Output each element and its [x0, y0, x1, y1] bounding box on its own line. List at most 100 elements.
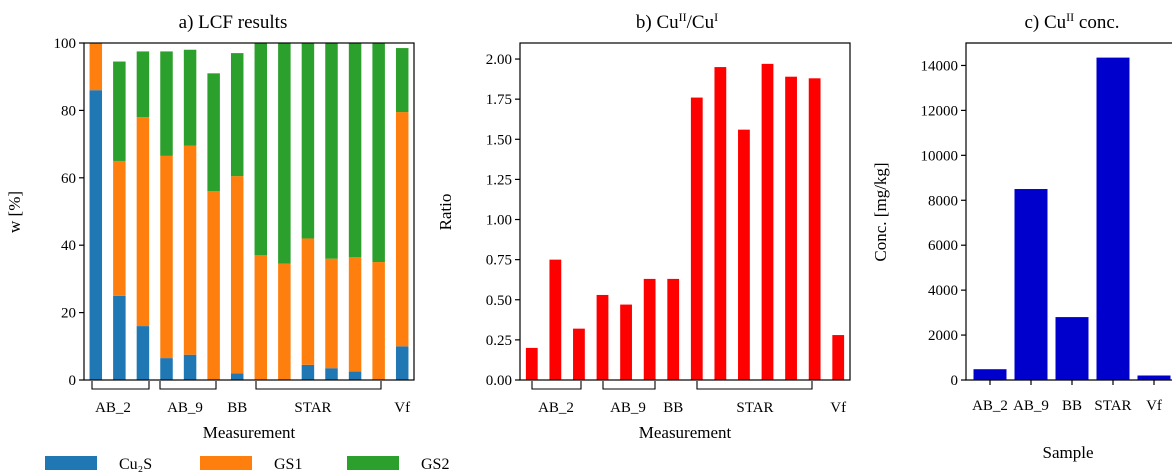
bar-segment [348, 256, 362, 372]
bar-segment [325, 368, 338, 380]
panel-c: c) CuII conc. 0 2000 4000 6000 8000 10000 1200… [871, 10, 1172, 462]
bar [714, 67, 727, 381]
group-label: Vf [830, 400, 846, 416]
bar [620, 304, 632, 380]
panel-b-group-labels: AB_2 AB_9 BB STAR Vf [531, 381, 846, 416]
bar-segment [207, 191, 220, 380]
bar-segment [325, 43, 338, 259]
bar-segment [301, 364, 315, 380]
bar-segment [136, 326, 150, 380]
group-bracket [159, 381, 217, 390]
y-tick-label: 60 [61, 171, 76, 187]
bar-segment [395, 48, 409, 113]
x-tick-label: AB_2 [972, 398, 1008, 414]
group-label: AB_2 [538, 400, 574, 416]
bar-segment [113, 295, 126, 380]
bar [785, 76, 797, 380]
panel-c-y-ticks: 0 2000 4000 6000 8000 10000 12000 14000 [921, 58, 966, 389]
y-tick-label: 8000 [928, 193, 958, 209]
panel-a-title: a) LCF results [179, 12, 288, 33]
panel-a-x-label: Measurement [203, 423, 296, 442]
bar [1014, 189, 1048, 380]
bar-segment [160, 358, 173, 380]
bar [738, 129, 750, 380]
group-bracket [696, 381, 813, 390]
group-bracket [255, 381, 382, 390]
y-tick-label: 1.00 [486, 213, 512, 229]
panel-b-y-ticks: 0.00 0.25 0.50 0.75 1.00 1.25 1.50 1.75 2.00 [486, 52, 520, 389]
bar [667, 278, 680, 380]
bar [808, 78, 821, 381]
legend-swatch [45, 456, 97, 470]
bar [690, 97, 703, 381]
bar-segment [254, 43, 268, 256]
y-tick-label: 0 [69, 373, 77, 389]
y-tick-label: 1.50 [486, 132, 512, 148]
bar-segment [89, 90, 103, 381]
panel-c-bars [973, 57, 1171, 380]
y-tick-label: 4000 [928, 283, 958, 299]
y-tick-label: 1.25 [486, 172, 512, 188]
y-tick-label: 14000 [921, 58, 959, 74]
legend-swatch [347, 456, 399, 470]
y-tick-label: 0.75 [486, 253, 512, 269]
panel-b-axes-frame [519, 42, 851, 381]
bar-segment [136, 51, 150, 118]
bar-segment [395, 346, 409, 380]
bar [549, 259, 562, 380]
group-label: BB [663, 400, 683, 416]
bar-segment [230, 53, 244, 177]
panel-b-x-label: Measurement [639, 423, 732, 442]
bar-segment [301, 238, 315, 365]
panel-c-x-ticks: AB_2 AB_9 BB STAR Vf [972, 380, 1162, 414]
y-tick-label: 0.25 [486, 333, 512, 349]
bar-segment [348, 371, 362, 380]
group-label: AB_9 [167, 400, 203, 416]
x-tick-label: AB_9 [1013, 398, 1049, 414]
bar-segment [372, 262, 385, 380]
panel-b-title: b) CuII/CuI [636, 10, 718, 33]
bar-segment [278, 43, 291, 264]
group-bracket [91, 381, 150, 390]
panel-a-y-ticks: 0 20 40 60 80 100 [54, 36, 84, 389]
bar-segment [395, 112, 409, 347]
panel-b-y-label: Ratio [436, 194, 455, 231]
group-bracket [602, 381, 656, 390]
bar-segment [372, 43, 385, 263]
bar [1055, 317, 1089, 380]
y-tick-label: 20 [61, 306, 76, 322]
y-tick-label: 2.00 [486, 52, 512, 68]
bar-segment [207, 73, 220, 192]
y-tick-label: 100 [54, 36, 77, 52]
bar-segment [183, 354, 197, 380]
bar-segment [183, 49, 197, 146]
panel-a-bars [89, 43, 409, 381]
bar [832, 335, 845, 380]
y-tick-label: 12000 [921, 103, 959, 119]
x-tick-label: BB [1062, 398, 1082, 414]
y-tick-label: 10000 [921, 148, 959, 164]
bar-segment [89, 43, 103, 91]
legend-label: GS2 [421, 456, 449, 473]
group-bracket [531, 381, 582, 390]
bar [973, 369, 1007, 380]
bar [573, 328, 585, 380]
group-label: Vf [394, 400, 410, 416]
bar-segment [160, 51, 173, 156]
bar-segment [136, 117, 150, 327]
y-tick-label: 40 [61, 238, 76, 254]
bar [525, 347, 538, 380]
panel-c-axes-frame [965, 42, 1172, 381]
bar-segment [160, 155, 173, 359]
panel-c-y-label: Conc. [mg/kg] [871, 162, 890, 261]
bar-segment [254, 255, 268, 380]
legend: Cu₂S GS1 GS2 [45, 456, 449, 473]
y-tick-label: 0.00 [486, 373, 512, 389]
x-tick-label: Vf [1146, 398, 1162, 414]
y-tick-label: 2000 [928, 328, 958, 344]
group-label: AB_2 [95, 400, 131, 416]
bar-segment [301, 43, 315, 239]
legend-swatch [200, 456, 252, 470]
group-label: AB_9 [610, 400, 646, 416]
x-tick-label: STAR [1094, 398, 1131, 414]
